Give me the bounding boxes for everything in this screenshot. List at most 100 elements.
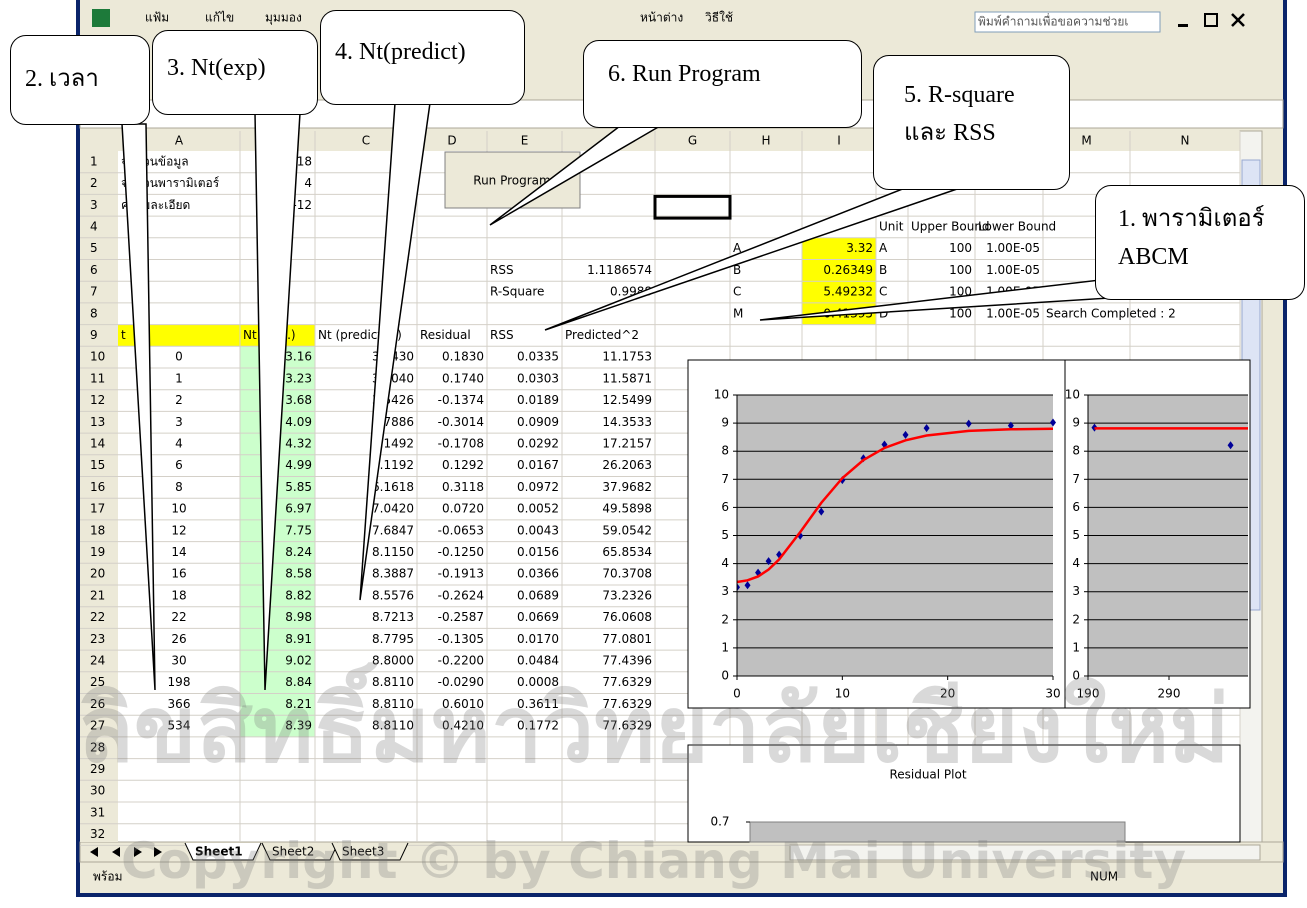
cell: Predicted^2 [565,328,639,342]
cell: Residual [420,328,471,342]
row-number: 16 [90,480,105,494]
cell: 0.0720 [442,502,484,516]
y-tick-label: 9 [721,416,729,430]
cell: 1.00E-05 [986,306,1040,320]
cell: 76.0608 [602,610,652,624]
cell: 0.6010 [442,697,484,711]
cell: 8 [175,480,183,494]
cell: 0.0170 [517,632,559,646]
menu-item[interactable]: วิธีใช้ [705,11,733,25]
row-number: 6 [90,263,98,277]
cell: 6.97 [285,502,312,516]
cell: 2 [175,393,183,407]
y-tick-label: 3 [1072,584,1080,598]
menu-item[interactable]: หน้าต่าง [640,11,683,25]
callout: 2. เวลา [10,35,150,125]
cell: 8.8000 [372,653,414,667]
cell: -0.0290 [438,675,484,689]
y-tick-label: 6 [721,500,729,514]
menu-item[interactable]: แก้ไข [205,11,234,25]
cell: 3.16 [285,350,312,364]
cell: 8.24 [285,545,312,559]
row-number: 12 [90,393,105,407]
cell: 0 [175,350,183,364]
x-tick-label: 30 [1045,687,1060,701]
cell: -0.0653 [438,523,484,537]
cell: 49.5898 [602,502,652,516]
cell: 0.1292 [442,458,484,472]
excel-window: พิมพ์คำถามเพื่อขอความช่วยเ พร้อม NUM แฟ้… [0,0,1307,908]
help-text: พิมพ์คำถามเพื่อขอความช่วยเ [978,13,1128,29]
cell: 0.0167 [517,458,559,472]
row-number: 10 [90,350,105,364]
row-number: 14 [90,436,105,450]
y-tick-label: 4 [721,556,729,570]
excel-icon[interactable] [92,9,110,27]
cell: R-Square [490,285,544,299]
run-button-label: Run Program [473,174,550,188]
cell: 26.2063 [602,458,652,472]
cell: -0.1305 [438,632,484,646]
cell: 7.75 [285,523,312,537]
y-tick-label: 2 [721,612,729,626]
cell: 0.0689 [517,588,559,602]
y-tick-label: 0 [721,669,729,683]
cell: 8.98 [285,610,312,624]
callout: 1. พารามิเตอร์ ABCM [1095,185,1305,300]
cell: 0.0292 [517,436,559,450]
cell: 11.5871 [602,371,652,385]
cell: 0.0052 [517,502,559,516]
cell: 1.1186574 [587,263,652,277]
menu-item[interactable]: มุมมอง [265,11,302,26]
cell: 77.6329 [602,719,652,733]
column-letter: M [1081,134,1091,148]
cell: 10 [171,502,186,516]
cell: 16 [171,567,186,581]
cell: 8.7213 [372,610,414,624]
minimize[interactable] [1178,24,1188,27]
y-tick-label: 0.7 [710,815,729,829]
cell: 1.00E-05 [986,263,1040,277]
row-number: 9 [90,328,98,342]
plot-area [750,822,1125,842]
cell: 0.0303 [517,371,559,385]
row-number: 25 [90,675,105,689]
callout: 3. Nt(exp) [152,30,318,115]
row-number: 15 [90,458,105,472]
cell: 8.84 [285,675,312,689]
cell: 1 [175,371,183,385]
row-number: 29 [90,762,105,776]
menu-item[interactable]: แฟ้ม [145,11,169,25]
cell: 8.8110 [372,719,414,733]
cell: 70.3708 [602,567,652,581]
cell: 4.99 [285,458,312,472]
cell: 0.0189 [517,393,559,407]
column-letter: C [362,134,370,148]
y-tick-label: 3 [721,584,729,598]
row-number: 19 [90,545,105,559]
cell: 0.0909 [517,415,559,429]
cell: 8.7795 [372,632,414,646]
cell: 0.26349 [823,263,873,277]
cell: 8.8110 [372,697,414,711]
horizontal-scrollbar[interactable] [790,845,1260,860]
cell: 0.3118 [442,480,484,494]
cell: 77.6329 [602,697,652,711]
row-number: 1 [90,154,98,168]
cell: 37.9682 [602,480,652,494]
cell: 534 [168,719,191,733]
y-tick-label: 1 [721,640,729,654]
row-number: 2 [90,176,98,190]
y-tick-label: 6 [1072,500,1080,514]
cell: 8.21 [285,697,312,711]
cell: C [879,285,887,299]
cell: 0.3611 [517,697,559,711]
cell: 4.09 [285,415,312,429]
row-number: 24 [90,653,105,667]
cell: 6.1618 [372,480,414,494]
cell: 0.1830 [442,350,484,364]
row-number: 18 [90,523,105,537]
cell: 18 [297,154,312,168]
y-tick-label: 5 [1072,528,1080,542]
cell: 9.02 [285,653,312,667]
